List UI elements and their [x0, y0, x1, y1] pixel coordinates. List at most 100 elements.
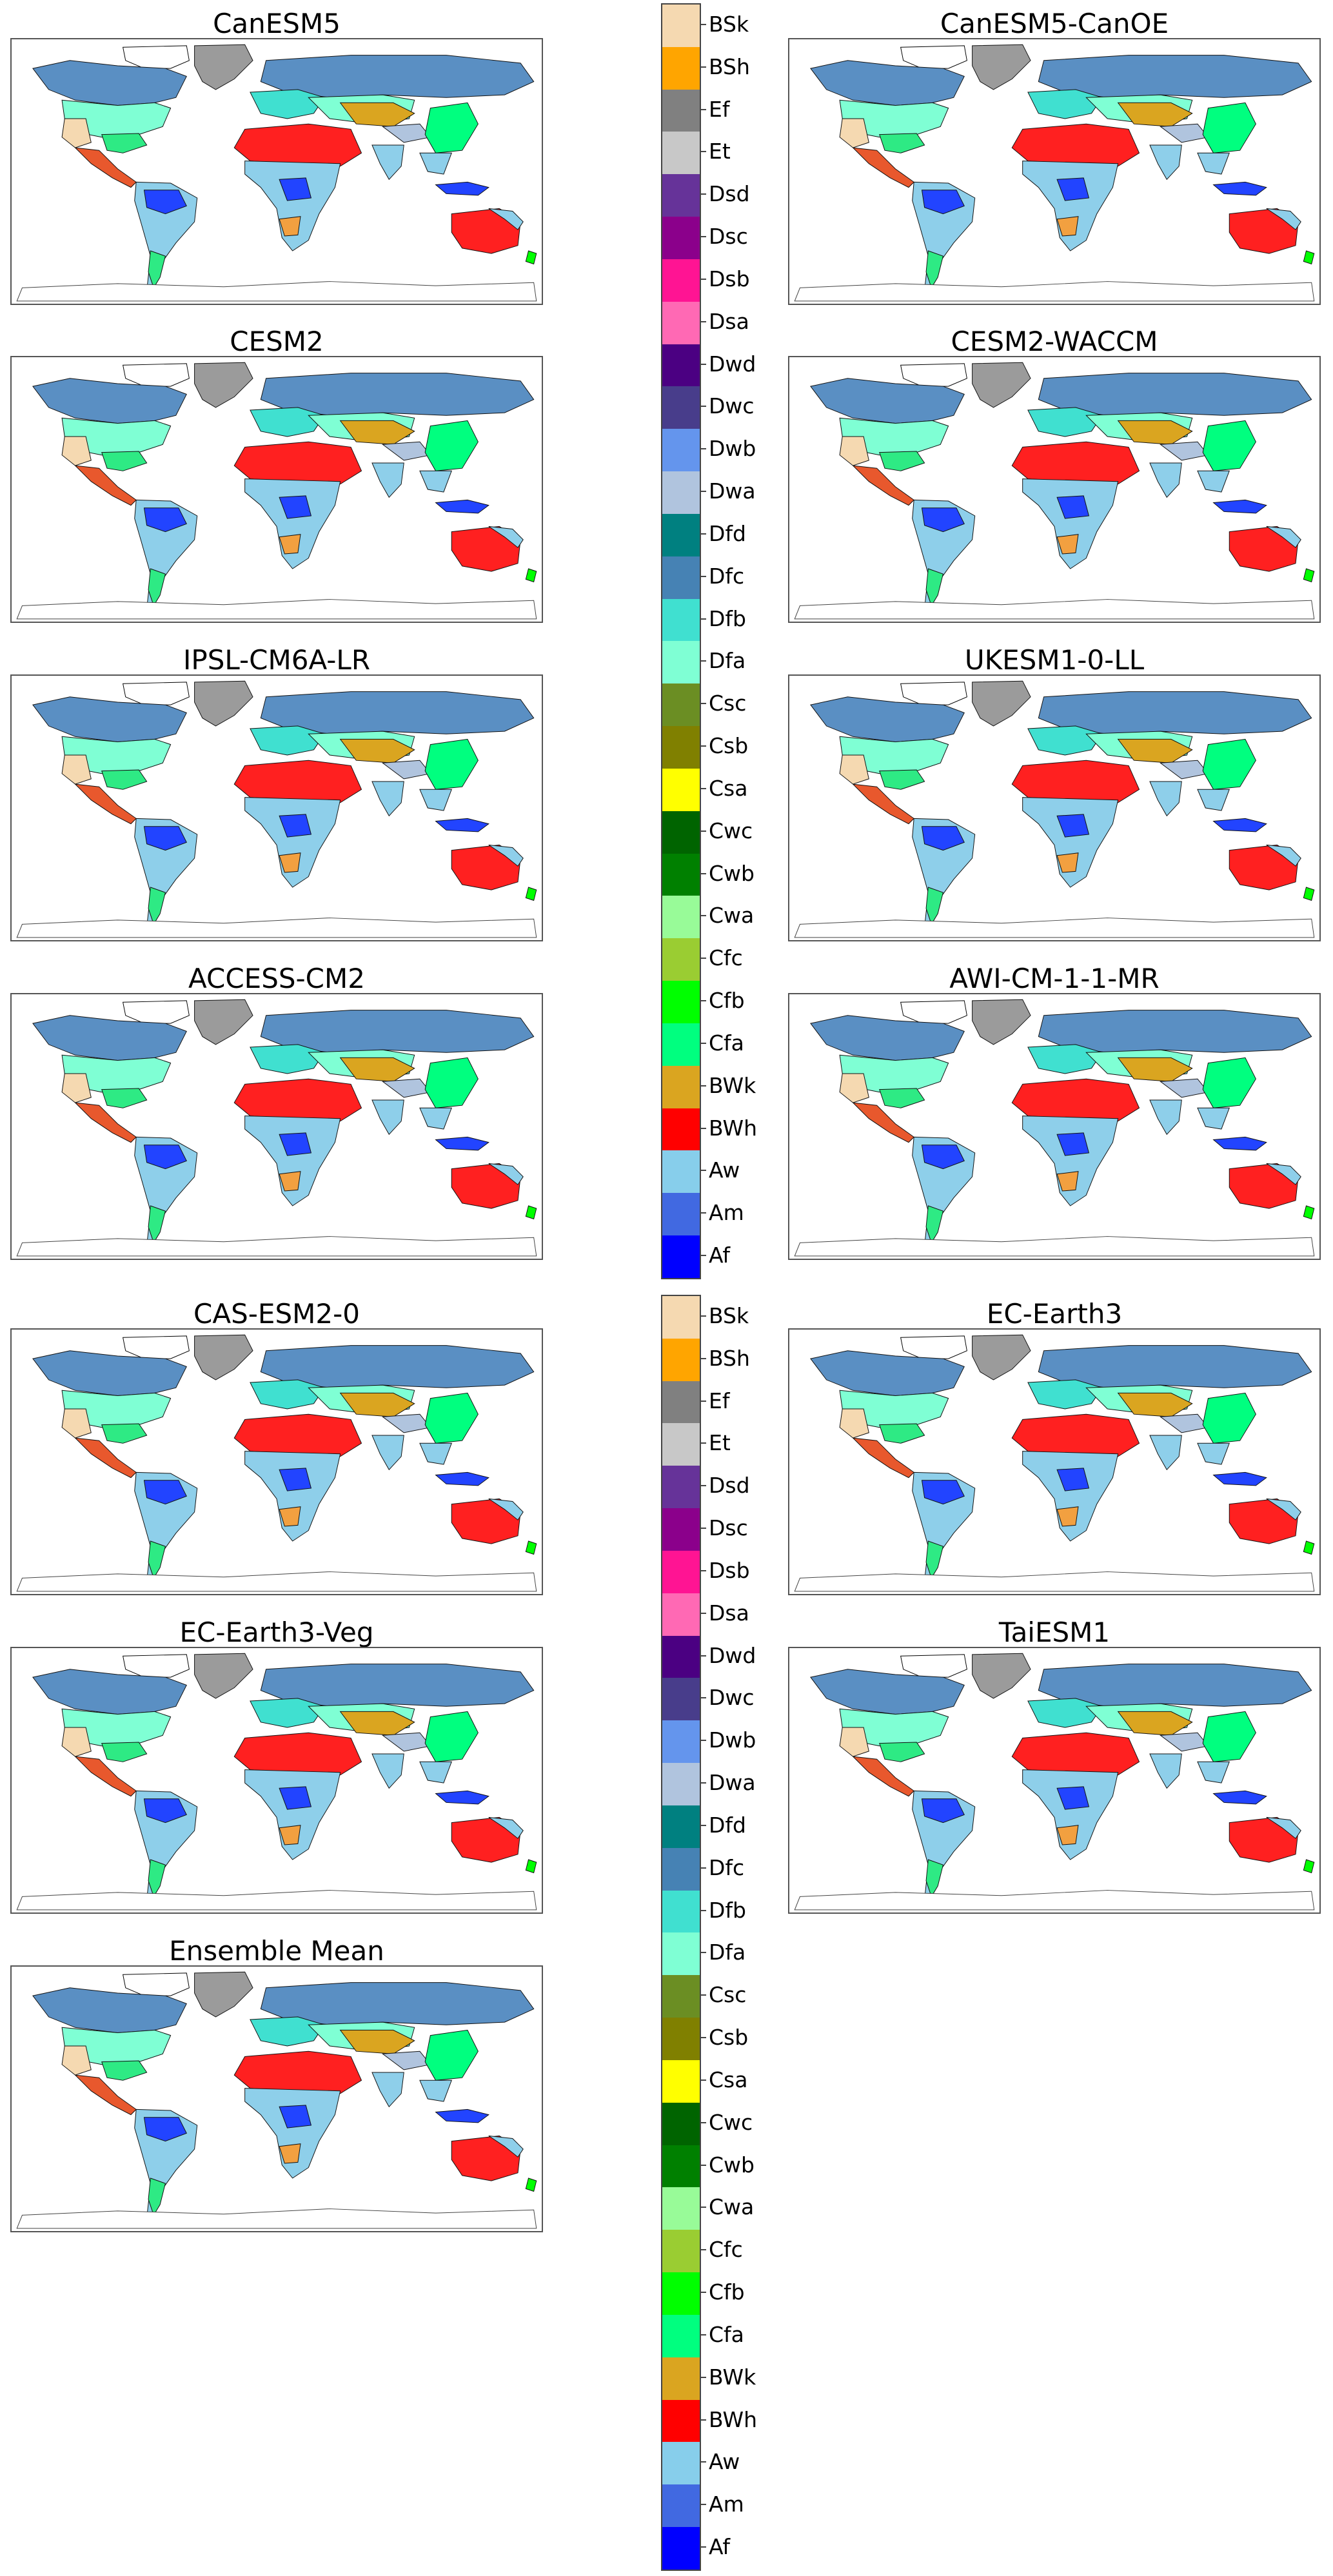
world-map [794, 999, 1315, 1257]
colorbar-label: Dsd [709, 1473, 750, 1499]
colorbar-tick [701, 1952, 706, 1954]
colorbar-label: Cwb [709, 860, 755, 886]
colorbar-label: Am [709, 1200, 744, 1226]
colorbar-label: BSh [709, 54, 750, 79]
colorbar-swatch [662, 1805, 700, 1848]
colorbar-swatch [662, 1763, 700, 1805]
colorbar-swatch [662, 2272, 700, 2315]
colorbar-tick [701, 1824, 706, 1826]
colorbar-label: Af [709, 2534, 731, 2560]
colorbar-label: Cwc [709, 818, 753, 843]
colorbar-tick [701, 2419, 706, 2421]
colorbar-tick [701, 618, 706, 620]
panel-title: EC-Earth3-Veg [179, 1617, 374, 1648]
colorbar [661, 3, 701, 1279]
map-panel: IPSL-CM6A-LR [10, 644, 543, 941]
colorbar-label: Dfd [709, 1812, 746, 1838]
colorbar-tick [701, 660, 706, 662]
colorbar-tick [701, 2121, 706, 2123]
colorbar-swatch [662, 513, 700, 556]
colorbar-tick [701, 193, 706, 195]
colorbar-label: Cfa [709, 1030, 744, 1056]
colorbar-label: Csa [709, 775, 748, 801]
colorbar-label: BSk [709, 1303, 749, 1328]
colorbar-tick [701, 320, 706, 322]
world-map [16, 362, 537, 620]
colorbar-swatch [662, 1235, 700, 1278]
panel-title: CanESM5 [213, 8, 341, 39]
panel-title: ACCESS-CM2 [188, 963, 365, 994]
colorbar-tick [701, 787, 706, 789]
colorbar-label: Dwd [709, 351, 756, 377]
colorbar-tick [701, 2546, 706, 2548]
colorbar-tick [701, 1255, 706, 1257]
colorbar-swatch [662, 2187, 700, 2230]
colorbar-label: Dwc [709, 393, 755, 419]
colorbar-tick [701, 2037, 706, 2039]
colorbar-swatch [662, 683, 700, 727]
colorbar-label: Dsb [709, 266, 750, 291]
colorbar-label: Ef [709, 1388, 730, 1413]
colorbar-swatch [662, 471, 700, 514]
colorbar-label: Cfb [709, 2279, 745, 2305]
colorbar-label: Dfc [709, 1854, 745, 1880]
map-panel: AWI-CM-1-1-MR [788, 963, 1321, 1260]
colorbar-label: Dsc [709, 224, 748, 250]
colorbar-tick [701, 1442, 706, 1444]
colorbar-label: Dfb [709, 605, 746, 631]
world-map [16, 1334, 537, 1592]
panel-title: IPSL-CM6A-LR [183, 644, 371, 676]
colorbar-tick [701, 2376, 706, 2378]
colorbar-label: Cwb [709, 2152, 755, 2178]
colorbar-label: Ef [709, 96, 730, 122]
colorbar-tick [701, 745, 706, 747]
map-panel: Ensemble Mean [10, 1935, 543, 2232]
panel-title: EC-Earth3 [986, 1298, 1123, 1330]
colorbar-label: BWh [709, 1115, 758, 1141]
colorbar-tick [701, 1400, 706, 1402]
colorbar-swatch [662, 259, 700, 302]
map-panel: EC-Earth3 [788, 1298, 1321, 1595]
colorbar-label: Et [709, 1430, 731, 1456]
world-map [16, 1653, 537, 1911]
colorbar-tick [701, 533, 706, 535]
colorbar-tick [701, 1655, 706, 1657]
colorbar-label: Cwa [709, 2194, 755, 2220]
colorbar-tick [701, 1127, 706, 1129]
colorbar-tick [701, 1212, 706, 1214]
colorbar-label: Dfc [709, 563, 745, 589]
map-frame [788, 356, 1321, 623]
panel-title: CAS-ESM2-0 [193, 1298, 360, 1330]
colorbar-label: Dfa [709, 648, 746, 674]
map-frame [788, 1328, 1321, 1595]
colorbar-tick [701, 2249, 706, 2251]
colorbar-swatch [662, 2314, 700, 2357]
colorbar-label: Dsb [709, 1557, 750, 1583]
colorbar-swatch [662, 386, 700, 429]
world-map [794, 1334, 1315, 1592]
colorbar-swatch [662, 2230, 700, 2273]
colorbar-tick [701, 575, 706, 577]
colorbar-swatch [662, 132, 700, 175]
colorbar-label: Cfc [709, 945, 743, 971]
colorbar-swatch [662, 768, 700, 811]
colorbar-label: Dsa [709, 1600, 749, 1626]
panel-title: Ensemble Mean [169, 1935, 384, 1967]
colorbar-swatch [662, 853, 700, 896]
colorbar-swatch [662, 89, 700, 132]
colorbar-tick [701, 491, 706, 493]
colorbar-swatch [662, 5, 700, 47]
colorbar-tick [701, 108, 706, 110]
map-frame [10, 993, 543, 1260]
colorbar-tick [701, 1867, 706, 1869]
colorbar-tick [701, 2504, 706, 2506]
colorbar-tick [701, 1569, 706, 1571]
panel-title: CESM2-WACCM [951, 326, 1158, 357]
map-panel: CanESM5 [10, 8, 543, 305]
colorbar-swatch [662, 2018, 700, 2060]
colorbar-swatch [662, 344, 700, 387]
colorbar-label: BWk [709, 2364, 756, 2390]
map-frame [10, 38, 543, 305]
colorbar-swatch [662, 2399, 700, 2443]
map-panel: TaiESM1 [788, 1617, 1321, 1914]
